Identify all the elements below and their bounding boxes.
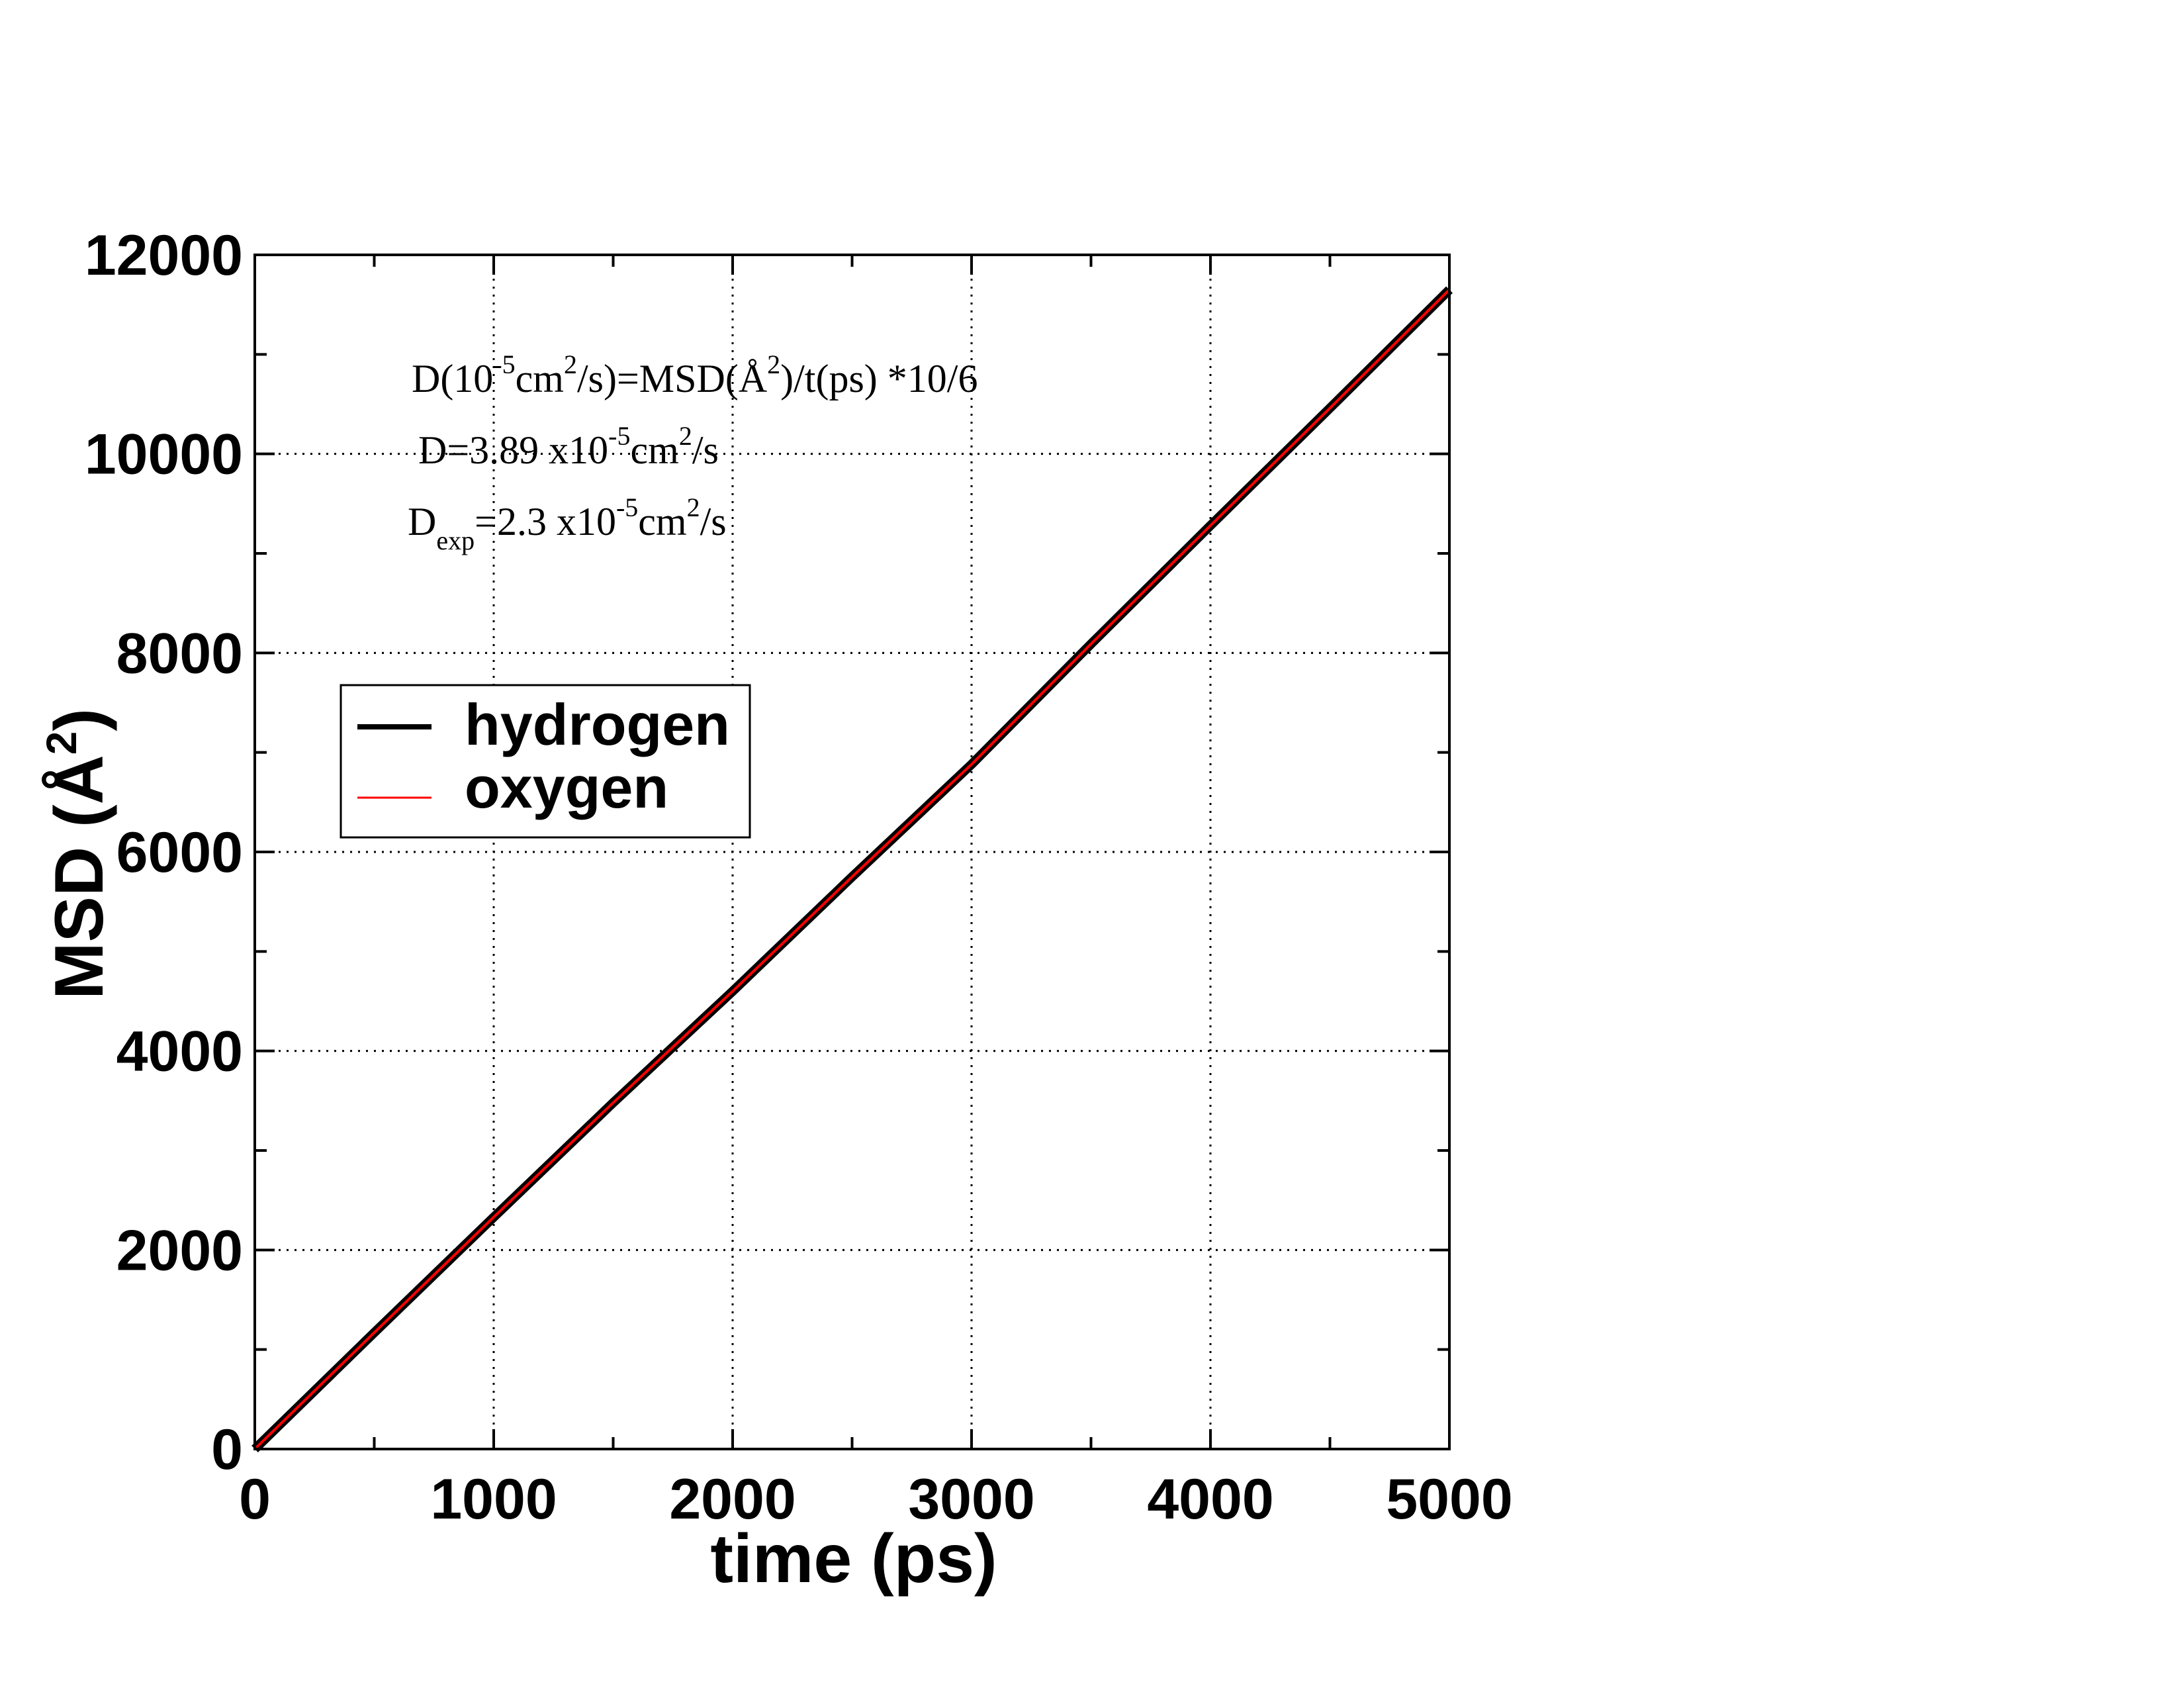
x-tick-labels: 0 1000 2000 3000 4000 5000: [239, 1468, 1513, 1531]
annotation-formula: D(10-5cm2/s)=MSD(Å2)/t(ps) *10/6: [412, 350, 978, 400]
y-tick-label: 0: [211, 1418, 243, 1481]
y-tick-label: 10000: [85, 423, 243, 487]
x-axis-title: time (ps): [710, 1521, 997, 1597]
series-lines: [251, 286, 1453, 1453]
legend-box: [340, 684, 751, 839]
legend-label-hydrogen: hydrogen: [465, 692, 730, 757]
x-tick-label: 1000: [430, 1468, 557, 1531]
x-tick-label: 0: [239, 1468, 271, 1531]
legend-label-oxygen: oxygen: [465, 755, 668, 820]
x-tick-label: 5000: [1386, 1468, 1512, 1531]
y-tick-label: 12000: [85, 224, 243, 287]
y-tick-label: 6000: [116, 821, 243, 884]
annotation-d-value: D=3.89 x10-5cm2/s: [418, 421, 719, 472]
plot-frame: [253, 254, 1451, 1450]
legend: hydrogen oxygen: [340, 684, 751, 839]
gridlines: [255, 255, 1449, 1449]
y-tick-label: 8000: [116, 622, 243, 685]
x-tick-label: 2000: [669, 1468, 796, 1531]
axis-ticks: [253, 254, 1451, 1450]
y-axis-title: MSD (Å2): [38, 708, 118, 1000]
y-tick-labels: 0 2000 4000 6000 8000 10000 12000: [85, 224, 243, 1481]
x-tick-label: 3000: [908, 1468, 1034, 1531]
y-tick-label: 2000: [116, 1219, 243, 1282]
y-tick-label: 4000: [116, 1020, 243, 1084]
x-tick-label: 4000: [1147, 1468, 1273, 1531]
series-line-oxygen: [253, 289, 1451, 1450]
annotation-d-exp: Dexp=2.3 x10-5cm2/s: [408, 492, 727, 555]
